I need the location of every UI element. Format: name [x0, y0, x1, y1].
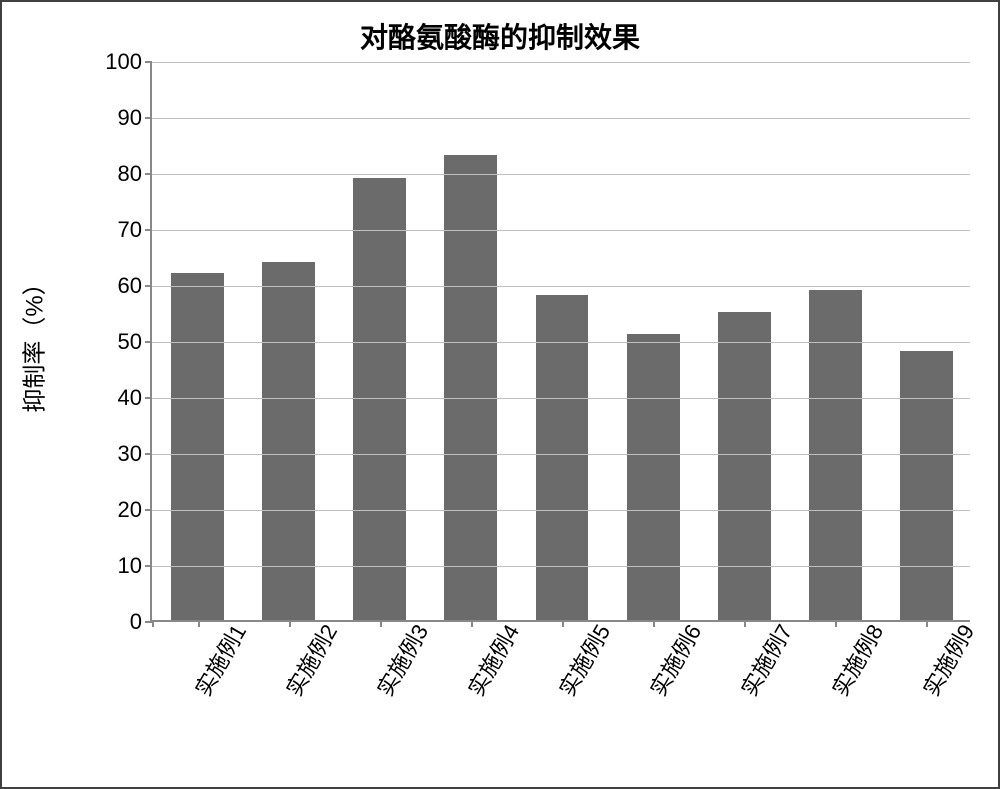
bar — [536, 295, 589, 620]
y-tick-mark — [145, 341, 152, 343]
gridline — [152, 174, 970, 175]
bar — [627, 334, 680, 620]
gridline — [152, 566, 970, 567]
bar — [171, 273, 224, 620]
y-tick-mark — [145, 453, 152, 455]
y-tick-mark — [145, 285, 152, 287]
y-tick-mark — [145, 509, 152, 511]
bar — [444, 155, 497, 620]
y-tick-mark — [145, 117, 152, 119]
gridline — [152, 454, 970, 455]
y-tick-mark — [145, 229, 152, 231]
plot-area: 0102030405060708090100实施例1实施例2实施例3实施例4实施… — [150, 62, 970, 622]
chart-container: 对酪氨酸酶的抑制效果 抑制率（%） 0102030405060708090100… — [0, 0, 1000, 789]
gridline — [152, 510, 970, 511]
y-tick-mark — [145, 565, 152, 567]
y-tick-mark — [145, 61, 152, 63]
y-tick-mark — [145, 173, 152, 175]
gridline — [152, 342, 970, 343]
bar — [900, 351, 953, 620]
y-tick-mark — [145, 397, 152, 399]
gridline — [152, 398, 970, 399]
y-axis-label: 抑制率（%） — [15, 271, 50, 412]
bar — [718, 312, 771, 620]
x-tick-mark — [152, 620, 154, 627]
gridline — [152, 118, 970, 119]
bars-layer — [152, 62, 970, 620]
y-tick-mark — [145, 621, 152, 623]
gridline — [152, 286, 970, 287]
gridline — [152, 230, 970, 231]
gridline — [152, 62, 970, 63]
